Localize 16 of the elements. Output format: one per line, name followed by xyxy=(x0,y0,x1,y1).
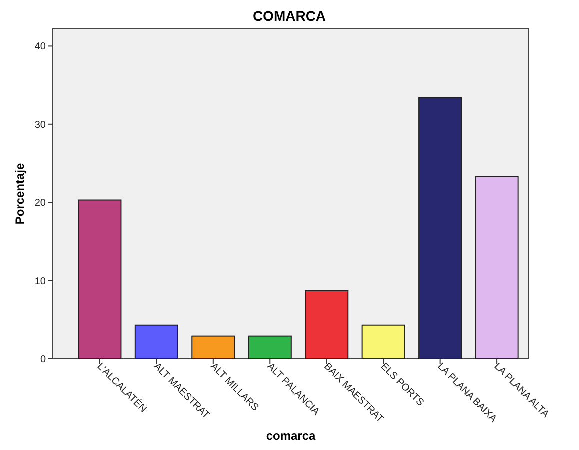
bar xyxy=(475,176,519,360)
y-tick-label: 20 xyxy=(34,198,46,210)
bar xyxy=(418,97,462,360)
x-axis-title: comarca xyxy=(266,429,316,443)
y-tick-label: 40 xyxy=(34,42,46,53)
y-tick-label: 30 xyxy=(34,120,46,131)
bar xyxy=(248,336,292,360)
y-axis-title: Porcentaje xyxy=(13,162,27,225)
chart-title: COMARCA xyxy=(252,8,326,24)
bar xyxy=(362,324,406,360)
bar xyxy=(305,290,349,360)
y-tick-label: 0 xyxy=(40,354,46,366)
bar xyxy=(78,200,122,360)
y-tick-label: 10 xyxy=(34,276,46,288)
bar xyxy=(134,324,178,360)
bar xyxy=(192,336,236,360)
